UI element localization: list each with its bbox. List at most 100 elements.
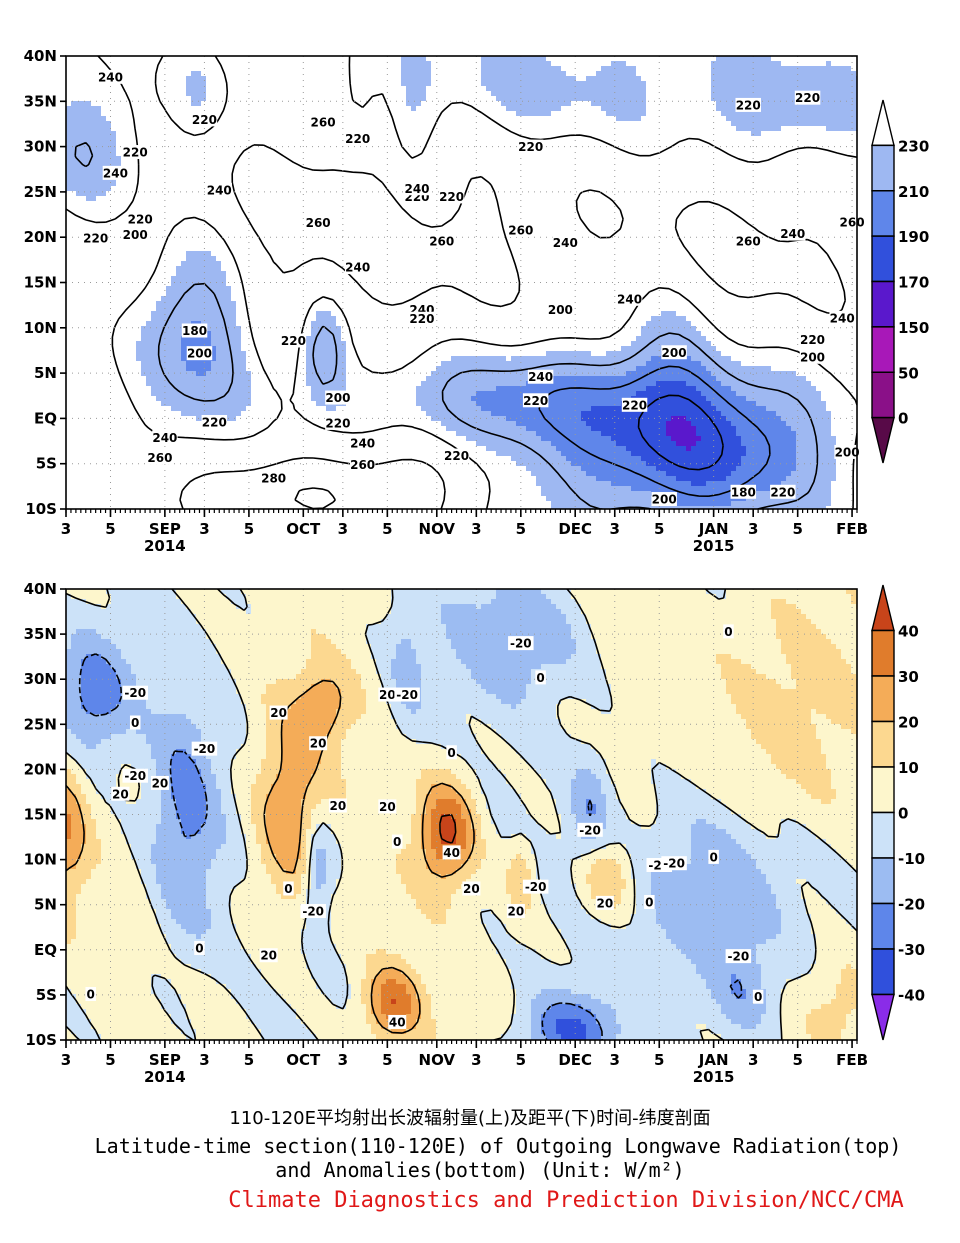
contour-label-bg <box>150 775 169 790</box>
colorbar-label: -30 <box>898 941 925 959</box>
contour-label-bg <box>752 989 764 1004</box>
x-tick-year: 2015 <box>693 537 735 555</box>
x-tick-label: SEP <box>149 520 181 538</box>
contour-label: 260 <box>311 116 336 130</box>
colorbar-swatch <box>871 416 895 464</box>
contour-label: 240 <box>98 70 123 84</box>
colorbar-label: 0 <box>898 805 908 823</box>
contour-label: 20 <box>508 905 525 919</box>
x-tick-label: NOV <box>419 520 456 538</box>
y-tick-label: 30N <box>24 138 57 156</box>
colorbar-label: -40 <box>898 987 925 1005</box>
contour-240 <box>66 56 857 509</box>
colorbar-swatch <box>871 190 895 237</box>
x-tick-label: 5 <box>244 520 254 538</box>
contour-label-bg <box>122 685 148 700</box>
contour-label: 0 <box>87 987 95 1001</box>
colorbar-swatch <box>871 326 895 373</box>
contour-label-bg <box>552 235 579 250</box>
contour-label-bg <box>522 879 549 894</box>
contour-label-bg <box>194 940 205 955</box>
contour-label: 220 <box>622 398 647 412</box>
contour-label: 0 <box>447 746 455 760</box>
contour-label: 20 <box>597 896 614 910</box>
y-tick-label: 20N <box>24 760 57 778</box>
colorbar-label: 150 <box>898 319 929 337</box>
contour-label: 220 <box>795 91 820 105</box>
contour-label-bg <box>325 415 351 430</box>
contour-label: 220 <box>770 485 795 499</box>
x-tick-label: 5 <box>105 520 115 538</box>
contour-label-bg <box>527 369 554 384</box>
contour-label-bg <box>661 345 687 360</box>
x-tick-label: 3 <box>338 520 348 538</box>
y-axis: 40N 35N 30N 25N 20N 15N 10N 5N EQ 5S 10S <box>24 47 66 518</box>
contour-label: 0 <box>536 671 544 685</box>
contour--20 <box>78 653 743 1040</box>
x-tick-year: 2014 <box>144 537 186 555</box>
contour-label-bg <box>391 834 403 849</box>
contour-label: 240 <box>345 261 370 275</box>
contour-label: 0 <box>393 835 401 849</box>
contour-label-bg <box>259 948 278 963</box>
contour-label: 240 <box>780 227 805 241</box>
contour-label: 240 <box>103 166 128 180</box>
contour-label: -20 <box>525 880 547 894</box>
contour-label-bg <box>122 227 148 242</box>
contour-label: 220 <box>325 416 350 430</box>
contour-180 <box>637 394 724 471</box>
contour-label-bg <box>349 435 376 450</box>
y-tick-label: EQ <box>34 941 57 959</box>
caption-credit: Climate Diagnostics and Prediction Divis… <box>86 1188 960 1213</box>
contour-label: 20 <box>330 799 347 813</box>
y-tick-label: EQ <box>34 409 57 427</box>
contour-label: 220 <box>192 113 217 127</box>
contour-label: -20 <box>396 688 418 702</box>
contour-label-bg <box>344 260 371 275</box>
y-tick-label: 25N <box>24 183 57 201</box>
contour-label: 200 <box>662 346 687 360</box>
colorbar-label: -20 <box>898 896 925 914</box>
contour-label-bg <box>409 311 435 326</box>
contour-label: 20 <box>379 800 396 814</box>
contour-label-bg <box>616 291 643 306</box>
contour-label: 220 <box>83 232 108 246</box>
contour-label: 0 <box>709 850 717 864</box>
contour-label: 240 <box>617 292 642 306</box>
contour-labels: 240 220 260 220 220 220 220 220 220 220 240 240 240 2… <box>82 69 865 507</box>
contour-label-bg <box>794 90 821 105</box>
contour-label-bg <box>651 492 677 507</box>
colorbar-swatch <box>871 675 895 723</box>
contour-label: 220 <box>523 394 548 408</box>
contour-label: 0 <box>195 941 203 955</box>
contour-label: 240 <box>830 311 855 325</box>
contour-label-bg <box>127 212 153 227</box>
colorbar-label: 10 <box>898 759 919 777</box>
contour-label-bg <box>349 457 376 472</box>
contour-label: 220 <box>123 146 148 160</box>
x-tick-label: 3 <box>199 1051 209 1069</box>
x-tick-label: NOV <box>419 1051 456 1069</box>
colorbar-swatch <box>871 766 895 814</box>
contour-label-bg <box>506 904 525 919</box>
y-tick-label: 5N <box>34 896 57 914</box>
contour-260 <box>179 144 846 509</box>
y-tick-label: 40N <box>24 47 57 65</box>
contour-label-bg <box>269 705 288 720</box>
contour-label: 260 <box>736 234 761 248</box>
x-tick-label: 3 <box>610 520 620 538</box>
contour-label: 20 <box>112 787 129 801</box>
y-tick-label: 10S <box>25 500 57 518</box>
y-tick-label: 35N <box>24 625 57 643</box>
colorbar-swatch <box>871 99 895 147</box>
contour-label-bg <box>82 231 109 246</box>
y-tick-label: 25N <box>24 715 57 733</box>
contour-label-bg <box>839 214 865 229</box>
contour-label-bg <box>799 332 826 347</box>
colorbar-label: 30 <box>898 668 919 686</box>
contour-label-bg <box>310 115 336 130</box>
contour-label: 200 <box>800 350 825 364</box>
contour-label: -20 <box>194 742 216 756</box>
shaded-field <box>66 56 857 509</box>
contour-label: 40 <box>389 1015 406 1029</box>
